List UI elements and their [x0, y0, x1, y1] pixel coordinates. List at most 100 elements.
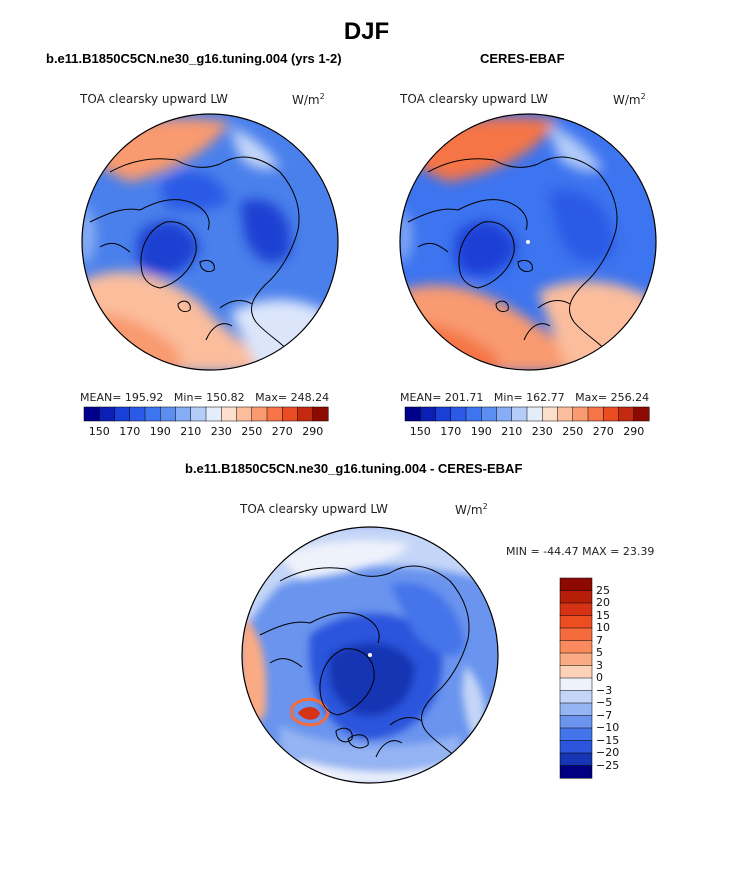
pacific-pale-field: [230, 127, 280, 169]
colorbar-swatch: [559, 590, 593, 604]
obs-polar-map: [399, 113, 657, 371]
colorbar-tick-label: 170: [119, 425, 141, 438]
colorbar-tick-label: 20: [596, 596, 610, 609]
colorbar-swatch: [114, 406, 131, 422]
colorbar-swatch: [144, 406, 161, 422]
colorbar-tick-label: 290: [302, 425, 324, 438]
colorbar-swatch: [99, 406, 116, 422]
diff-panel-title: b.e11.B1850C5CN.ne30_g16.tuning.004 - CE…: [185, 461, 523, 476]
colorbar-swatch: [559, 740, 593, 754]
diff-minmax-text: MIN = -44.47 MAX = 23.39: [506, 545, 655, 558]
colorbar-tick-label: 0: [596, 671, 603, 684]
colorbar-tick-label: −20: [596, 746, 620, 759]
model-stats: MEAN= 195.92 Min= 150.82 Max= 248.24: [80, 391, 330, 404]
colorbar-tick-label: −7: [596, 708, 613, 722]
colorbar-swatch: [559, 715, 593, 729]
colorbar-tick-label: 190: [149, 425, 171, 438]
diff-variable-label: TOA clearsky upward LW: [240, 502, 388, 516]
colorbar-swatch: [481, 406, 498, 422]
colorbar-swatch: [435, 406, 452, 422]
colorbar-swatch: [83, 406, 100, 422]
diff-colorbar-labels: 25 20 15 10 7 5 3 0 −3 −5 −7 −10 −15 −20 −25: [596, 578, 636, 778]
colorbar-swatch: [559, 665, 593, 679]
colorbar-swatch: [618, 406, 635, 422]
colorbar-swatch: [572, 406, 589, 422]
coastline-siberia: [219, 156, 300, 353]
colorbar-swatch: [282, 406, 299, 422]
colorbar-swatch: [175, 406, 192, 422]
colorbar-tick-label: 7: [596, 633, 603, 647]
warm-anomaly-spot: [298, 707, 320, 720]
obs-colorbar-labels: 150 170 190 210 230 250 270 290: [405, 425, 649, 439]
colorbar-swatch: [542, 406, 559, 422]
coastline-siberia: [537, 156, 618, 353]
colorbar-swatch: [559, 627, 593, 642]
colorbar-tick-label: 170: [440, 425, 462, 438]
colorbar-tick-label: 270: [592, 425, 614, 438]
pole-marker: [526, 240, 530, 244]
colorbar-swatch: [559, 640, 593, 654]
coastline-greenland: [319, 648, 375, 716]
coastline-alaska: [109, 158, 221, 173]
colorbar-swatch: [603, 406, 620, 422]
colorbar-swatch: [559, 702, 593, 717]
diff-units-label: W/m2: [455, 502, 488, 517]
pole-marker: [368, 653, 372, 657]
map-boundary: [399, 113, 657, 371]
colorbar-tick-label: −10: [596, 721, 620, 734]
siberia-cold-field: [548, 190, 614, 263]
colorbar-swatch: [587, 406, 604, 422]
colorbar-swatch: [526, 406, 543, 422]
map-boundary: [241, 526, 499, 784]
map-boundary: [81, 113, 339, 371]
model-mean-value: 195.92: [124, 391, 164, 404]
coastline-siberia: [389, 565, 470, 762]
pacific-pale-field: [280, 540, 410, 580]
colorbar-tick-label: 230: [210, 425, 232, 438]
model-variable-label: TOA clearsky upward LW: [80, 92, 228, 106]
colorbar-swatch: [559, 615, 593, 629]
model-polar-map: [81, 113, 339, 371]
coastline-europe: [375, 717, 423, 758]
colorbar-tick-label: 3: [596, 658, 603, 672]
colorbar-tick-label: 150: [88, 425, 110, 438]
colorbar-swatch: [129, 406, 146, 422]
pacific-pale-field: [548, 124, 603, 172]
colorbar-swatch: [559, 652, 593, 667]
colorbar-tick-label: 210: [180, 425, 202, 438]
colorbar-tick-label: −25: [596, 758, 620, 772]
page-title: DJF: [343, 18, 390, 45]
obs-panel-title: CERES-EBAF: [480, 51, 565, 66]
obs-max-value: 256.24: [610, 391, 650, 404]
colorbar-swatch: [312, 406, 329, 422]
east-cold-field: [390, 583, 465, 656]
colorbar-tick-label: 270: [271, 425, 293, 438]
model-panel-title: b.e11.B1850C5CN.ne30_g16.tuning.004 (yrs…: [46, 51, 342, 66]
siberia-cold-core: [240, 199, 291, 263]
colorbar-swatch: [160, 406, 177, 422]
obs-mean-value: 201.71: [444, 391, 484, 404]
colorbar-swatch: [205, 406, 222, 422]
colorbar-tick-label: 250: [241, 425, 263, 438]
colorbar-tick-label: 190: [470, 425, 492, 438]
colorbar-swatch: [465, 406, 482, 422]
coastline-canada: [89, 199, 210, 253]
colorbar-tick-label: 5: [596, 646, 603, 659]
coastline-alaska: [279, 567, 391, 582]
obs-min-value: 162.77: [526, 391, 565, 404]
colorbar-swatch: [559, 765, 593, 779]
coastline-islands: [495, 259, 533, 313]
colorbar-tick-label: 10: [596, 621, 610, 634]
colorbar-tick-label: 290: [623, 425, 645, 438]
coastline-canada: [259, 612, 380, 668]
coastline-greenland: [458, 221, 515, 289]
coastline-greenland: [140, 221, 197, 289]
colorbar-tick-label: 230: [531, 425, 553, 438]
greenland-cold-core: [136, 221, 200, 276]
colorbar-swatch: [266, 406, 283, 422]
coastline-islands: [177, 259, 215, 313]
colorbar-tick-label: 25: [596, 583, 610, 597]
colorbar-tick-label: −5: [596, 696, 613, 709]
obs-stats: MEAN= 201.71 Min= 162.77 Max= 256.24: [400, 391, 650, 404]
colorbar-swatch: [190, 406, 207, 422]
